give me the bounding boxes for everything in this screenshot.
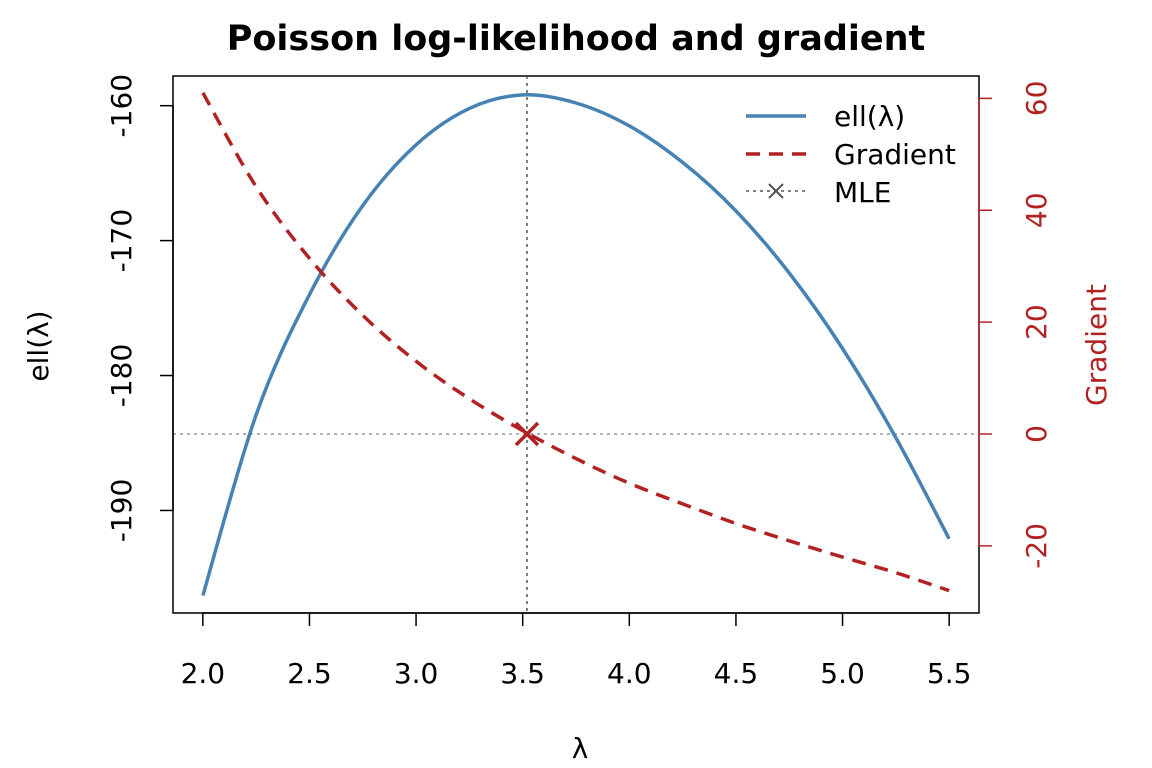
- legend-gradient-label: Gradient: [834, 138, 956, 171]
- legend: ell(λ) Gradient MLE: [746, 100, 956, 209]
- y-axis-left-label: ell(λ): [22, 310, 55, 381]
- legend-mle-cross-icon: [768, 183, 784, 199]
- y-left-tick-label: -170: [105, 209, 138, 273]
- legend-mle-label: MLE: [834, 176, 891, 209]
- legend-ell-label: ell(λ): [834, 100, 905, 133]
- x-tick-label: 5.0: [820, 657, 865, 690]
- y-right-tick-label: -20: [1020, 523, 1053, 569]
- mle-marker: [514, 421, 540, 447]
- y-right-tick-label: 0: [1020, 425, 1053, 443]
- x-tick-label: 4.0: [607, 657, 652, 690]
- x-tick-label: 5.5: [927, 657, 972, 690]
- chart-title: Poisson log-likelihood and gradient: [227, 19, 926, 59]
- x-tick-label: 3.5: [500, 657, 545, 690]
- y-left-tick-label: -160: [105, 74, 138, 138]
- y-left-tick-label: -180: [105, 344, 138, 408]
- x-tick-label: 2.0: [181, 657, 226, 690]
- y-axis-left: -190 -180 -170 -160: [105, 74, 174, 543]
- y-left-tick-label: -190: [105, 479, 138, 543]
- gradient-series-line: [201, 91, 950, 593]
- y-right-tick-label: 40: [1020, 192, 1053, 228]
- y-right-tick-label: 20: [1020, 304, 1053, 340]
- y-axis-right: -20 0 20 40 60: [978, 81, 1053, 569]
- ell-series-line: [201, 93, 951, 596]
- y-right-tick-label: 60: [1020, 81, 1053, 117]
- x-tick-label: 3.0: [394, 657, 439, 690]
- x-tick-label: 2.5: [287, 657, 332, 690]
- x-axis: 2.0 2.5 3.0 3.5 4.0 4.5 5.0 5.5: [181, 612, 972, 690]
- x-tick-label: 4.5: [714, 657, 759, 690]
- x-axis-label: λ: [572, 732, 589, 765]
- y-axis-right-label: Gradient: [1080, 284, 1113, 406]
